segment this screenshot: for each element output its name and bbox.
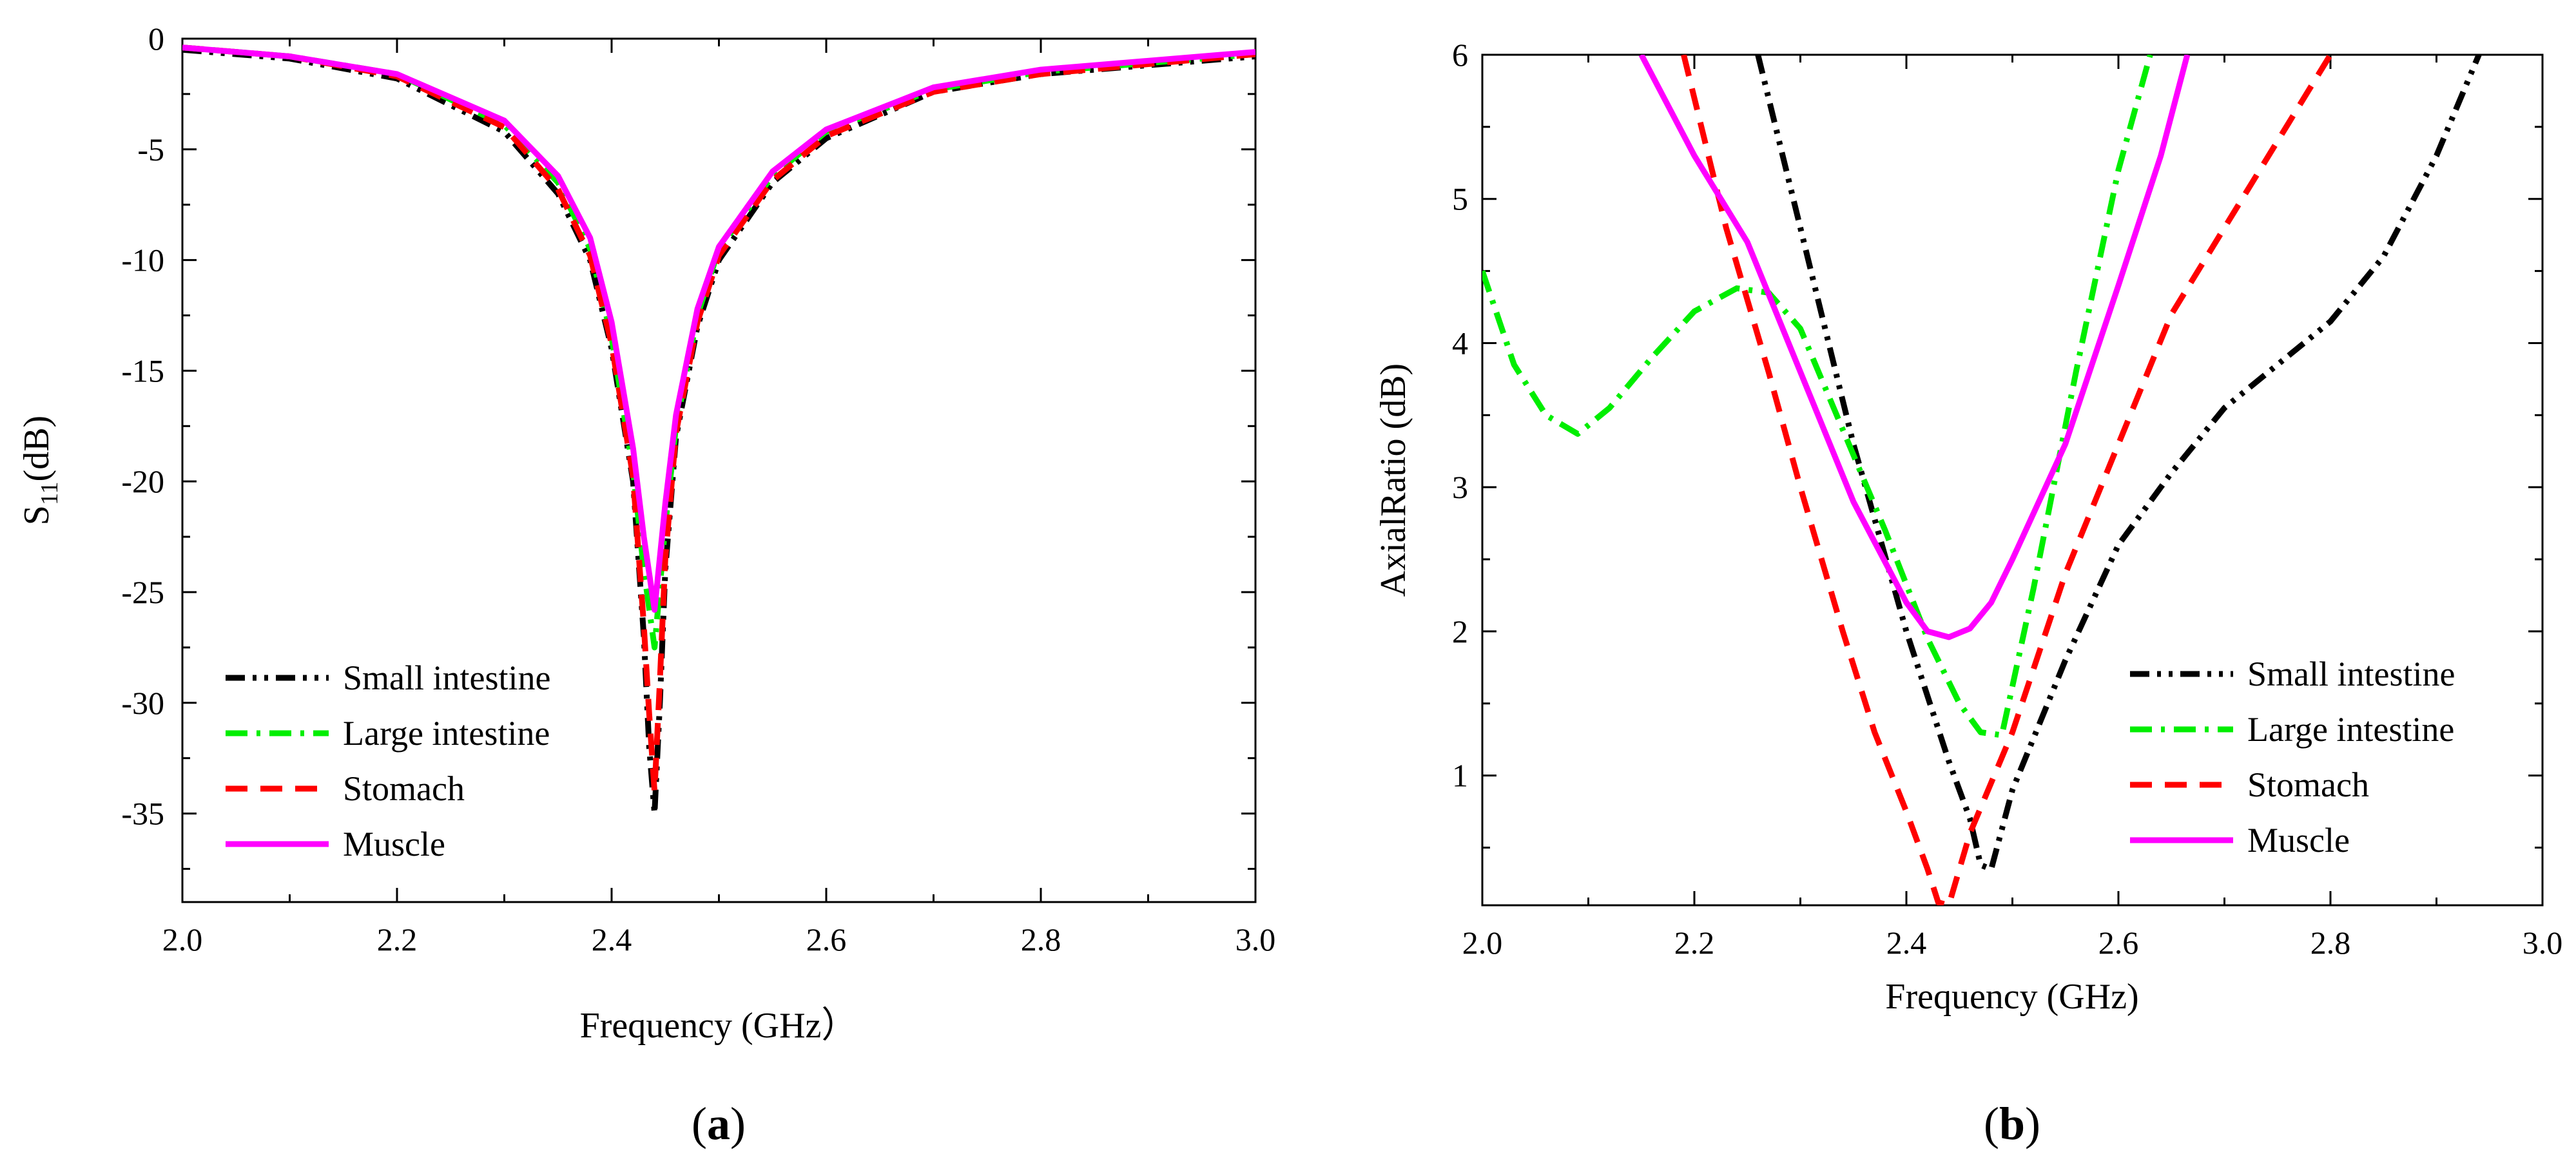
panel-b-y-tick-label-1: 2 xyxy=(1452,613,1468,649)
panel-a-legend-label-stomach: Stomach xyxy=(343,769,465,808)
panel-a-y-tick-label-4: -20 xyxy=(121,463,164,499)
panel-b-series-large-intestine xyxy=(1482,55,2153,738)
panel-b-series-muscle xyxy=(1638,55,2191,640)
panel-b-legend-label-stomach: Stomach xyxy=(2247,765,2369,804)
panel-b-y-tick-label-2: 3 xyxy=(1452,469,1468,505)
panel-a-y-tick-label-5: -25 xyxy=(121,574,164,610)
panel-a-label-open: ( xyxy=(692,1098,707,1149)
panel-b-plot-frame xyxy=(1481,53,2544,907)
panel-a-series-stomach xyxy=(182,44,1255,794)
panel-b-x-tick-label-3: 2.6 xyxy=(2098,925,2139,961)
panel-a-y-axis-title: S11(dB) xyxy=(17,416,63,525)
panel-a-y-tick-label-2: -10 xyxy=(121,242,164,278)
panel-a-x-axis-title: Frequency (GHz） xyxy=(580,1006,858,1046)
panel-b-y-ticks: 1 2 3 4 5 6 xyxy=(1452,37,2542,849)
panel-a-x-tick-label-5: 3.0 xyxy=(1235,921,1276,957)
panel-a-legend-label-large-intestine: Large intestine xyxy=(343,714,550,753)
panel-b-axial-ratio-chart: 2.0 2.2 2.4 2.6 2.8 3.0 1 2 3 4 5 6 Frequency (GHz… xyxy=(1373,37,2562,1149)
panel-a-x-tick-label-1: 2.2 xyxy=(377,921,418,957)
panel-a-y-tick-label-7: -35 xyxy=(121,796,164,832)
panel-b-label-open: ( xyxy=(1984,1098,1999,1149)
panel-a-x-tick-label-3: 2.6 xyxy=(806,921,847,957)
panel-a-legend: Small intestine Large intestine Stomach Mus… xyxy=(226,658,550,863)
panel-b-legend: Small intestine Large intestine Stomach Mus… xyxy=(2130,655,2455,860)
panel-a-label-letter: a xyxy=(707,1098,730,1149)
panel-a-legend-label-small-intestine: Small intestine xyxy=(343,658,550,697)
panel-a-y-title-base: S xyxy=(17,505,57,525)
panel-b-legend-label-muscle: Muscle xyxy=(2247,821,2350,860)
panel-b-label-close: ) xyxy=(2025,1098,2040,1149)
panel-b-y-tick-label-5: 6 xyxy=(1452,37,1468,73)
panel-b-x-tick-label-0: 2.0 xyxy=(1462,925,1503,961)
panel-b-y-tick-label-0: 1 xyxy=(1452,758,1468,794)
panel-a-y-tick-label-6: -30 xyxy=(121,685,164,721)
panel-a-series-muscle xyxy=(182,44,1255,613)
panel-a-x-ticks: 2.0 2.2 2.4 2.6 2.8 3.0 xyxy=(162,39,1276,957)
panel-a-y-tick-label-1: -5 xyxy=(137,131,164,168)
panel-a-y-title-sub: 11 xyxy=(36,481,63,505)
panel-a-series-large-intestine xyxy=(182,44,1255,651)
panel-a-y-tick-label-3: -15 xyxy=(121,352,164,389)
panel-a-label: (a) xyxy=(692,1098,746,1149)
panel-b-x-tick-label-4: 2.8 xyxy=(2310,925,2351,961)
panel-a-series xyxy=(182,44,1255,817)
panel-b-x-tick-label-1: 2.2 xyxy=(1674,925,1715,961)
panel-a-y-title-unit: (dB) xyxy=(17,416,57,482)
panel-b-y-tick-label-4: 5 xyxy=(1452,181,1468,217)
panel-b-x-ticks: 2.0 2.2 2.4 2.6 2.8 3.0 xyxy=(1462,55,2563,961)
panel-b-series-small-intestine xyxy=(1755,55,2482,872)
panel-b-legend-label-small-intestine: Small intestine xyxy=(2247,655,2455,693)
panel-a-x-tick-label-4: 2.8 xyxy=(1021,921,1061,957)
panel-b-x-axis-title: Frequency (GHz) xyxy=(1885,977,2138,1017)
panel-b-series xyxy=(1482,55,2482,905)
panel-b-label: (b) xyxy=(1984,1098,2040,1149)
panel-a-label-close: ) xyxy=(730,1098,746,1149)
panel-b-y-tick-label-3: 4 xyxy=(1452,325,1468,361)
panel-a-x-tick-label-0: 2.0 xyxy=(162,921,203,957)
panel-b-legend-label-large-intestine: Large intestine xyxy=(2247,710,2454,749)
panel-a-y-tick-label-0: 0 xyxy=(148,21,164,57)
panel-a-series-small-intestine xyxy=(182,46,1255,817)
panel-a-y-ticks: 0 -5 -10 -15 -20 -25 -30 -35 xyxy=(121,21,1255,870)
panel-b-label-letter: b xyxy=(1999,1098,2025,1149)
panel-b-y-axis-title: AxialRatio (dB) xyxy=(1373,363,1413,597)
panel-a-s11-chart: 2.0 2.2 2.4 2.6 2.8 3.0 0 -5 -10 -15 -20 -25 -30 -35… xyxy=(17,21,1275,1149)
panel-b-series-stomach xyxy=(1681,55,2333,905)
panel-b-x-tick-label-2: 2.4 xyxy=(1886,925,1927,961)
panel-a-legend-label-muscle: Muscle xyxy=(343,825,445,863)
panel-b-x-tick-label-5: 3.0 xyxy=(2523,925,2563,961)
panel-a-x-tick-label-2: 2.4 xyxy=(592,921,632,957)
